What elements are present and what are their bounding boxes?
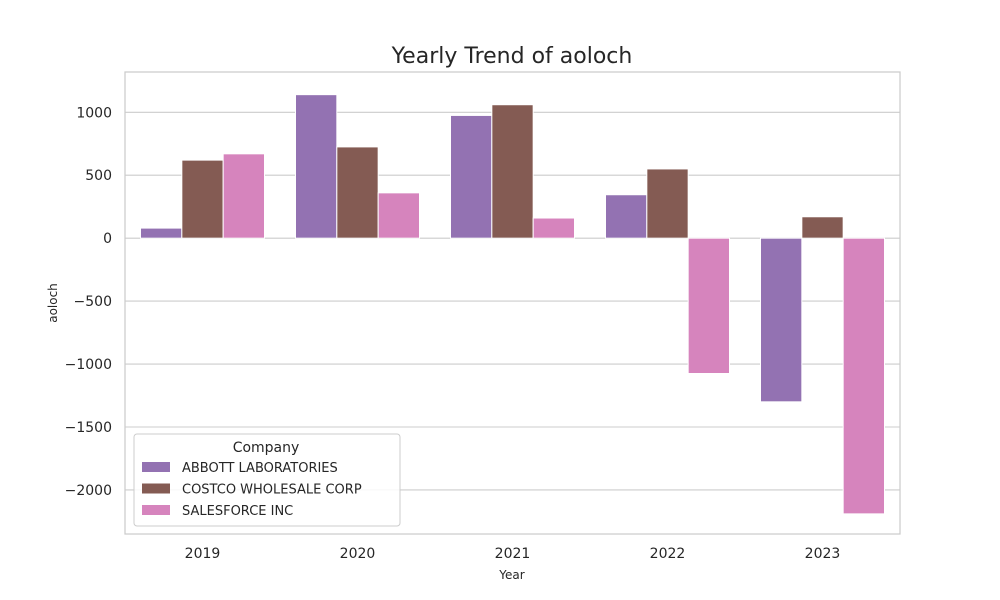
legend-label: ABBOTT LABORATORIES [182,461,338,476]
y-tick-label: 1000 [76,105,112,121]
bar [450,114,493,239]
bar [295,94,338,239]
chart-title: Yearly Trend of aoloch [391,44,633,69]
legend-items: ABBOTT LABORATORIES COSTCO WHOLESALE CORP… [142,461,362,519]
legend-label: SALESFORCE INC [182,504,293,519]
x-tick-label: 2022 [650,546,686,562]
bar [140,227,183,239]
x-tick-label: 2020 [340,546,376,562]
bar [760,237,803,403]
y-tick-label: −1000 [65,357,112,373]
y-tick-label: −2000 [65,483,112,499]
y-tick-label: 0 [103,231,112,247]
bar [181,159,224,239]
bar [532,217,576,239]
bar [801,216,844,239]
x-tick-labels: 2019 2020 2021 2022 2023 [185,546,841,562]
legend-swatch [142,462,170,472]
bars [140,94,886,515]
legend-box [133,433,401,527]
legend-swatch [142,505,170,515]
legend-label: COSTCO WHOLESALE CORP [182,483,362,498]
y-tick-label: 500 [85,168,112,184]
y-tick-label: −500 [74,294,112,310]
legend-title: Company [233,440,300,456]
plot-frame [124,71,901,535]
y-tick-labels: −2000 −1500 −1000 −500 0 500 1000 [65,105,112,499]
legend-swatch [142,483,170,494]
bar [605,194,648,239]
bar [491,104,534,239]
y-tick-label: −1500 [65,420,112,436]
x-tick-label: 2019 [185,546,221,562]
bar [687,237,731,374]
x-axis-label: Year [498,568,524,582]
legend: Company ABBOTT LABORATORIES COSTCO WHOLES… [133,433,401,527]
bar [842,237,886,515]
bar [646,168,689,239]
x-tick-label: 2021 [495,546,531,562]
bar [336,146,379,239]
y-axis-label: aoloch [46,283,60,323]
bar [377,192,420,239]
x-tick-label: 2023 [805,546,841,562]
bar [222,153,266,239]
